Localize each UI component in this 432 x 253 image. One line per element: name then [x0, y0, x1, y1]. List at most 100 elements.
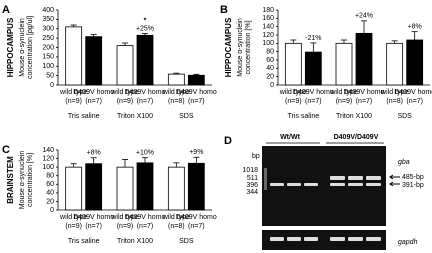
bar	[335, 42, 353, 86]
n-label: (n=8)	[168, 98, 185, 105]
y-axis-label: concentration [%]	[245, 20, 252, 74]
y-tick-label: 80	[46, 173, 54, 180]
n-label: (n=8)	[386, 98, 403, 105]
group-label: Tris saline	[68, 113, 100, 120]
change-label: +25%	[136, 25, 154, 32]
bar-label: D409V homo	[344, 89, 385, 96]
n-label: (n=9)	[117, 98, 134, 105]
bar	[167, 166, 185, 211]
bar	[136, 162, 154, 211]
y-tick-label: 150	[42, 54, 54, 61]
bar	[386, 42, 404, 86]
panel-label: A	[2, 4, 10, 16]
n-label: (n=8)	[168, 223, 185, 230]
group-label: D409V/D409V	[334, 134, 379, 141]
y-tick-label: 0	[50, 82, 54, 89]
y-tick-label: 400	[42, 7, 54, 14]
band	[348, 237, 363, 241]
band-label: 391-bp	[402, 182, 424, 189]
band	[330, 176, 345, 180]
n-label: (n=9)	[285, 98, 302, 105]
region-label: HIPPOCAMPUS	[6, 17, 15, 77]
bar-label: wild type	[110, 214, 138, 221]
n-label: (n=7)	[305, 98, 322, 105]
region-label: HIPPOCAMPUS	[224, 17, 233, 77]
y-axis-label: Mouse α-synuclein	[19, 18, 26, 77]
y-tick-label: 20	[46, 198, 54, 205]
band	[330, 183, 345, 186]
y-tick-label: 120	[42, 155, 54, 162]
ladder-label: 344	[246, 189, 258, 196]
y-tick-label: 40	[46, 190, 54, 197]
change-label: +8%	[87, 150, 101, 157]
y-axis-label: Mouse α-synuclein	[19, 151, 26, 210]
group-label: SDS	[179, 238, 194, 245]
bar-label: wild type	[59, 214, 87, 221]
group-label: Wt/Wt	[280, 134, 300, 141]
group-label: Triton X100	[336, 113, 372, 120]
bar-label: wild type	[380, 89, 408, 96]
control-label: gapdh	[398, 239, 418, 246]
bar	[85, 163, 103, 211]
y-tick-label: 40	[266, 65, 274, 72]
bar-label: wild type	[162, 89, 190, 96]
bar	[116, 45, 134, 86]
group-label: Tris saline	[68, 238, 100, 245]
n-label: (n=7)	[137, 98, 154, 105]
group-label: Tris saline	[288, 113, 320, 120]
gel-control-image	[262, 230, 386, 250]
change-label: -21%	[305, 35, 321, 42]
ladder-label: 1018	[242, 167, 258, 174]
band	[348, 183, 363, 186]
bar	[116, 166, 134, 211]
band	[366, 176, 381, 180]
change-label: +10%	[136, 150, 154, 157]
y-tick-label: 250	[42, 35, 54, 42]
y-axis-label: concentration [pg/ul]	[27, 16, 34, 79]
bar-label: wild type	[329, 89, 357, 96]
band	[270, 237, 284, 241]
y-tick-label: 0	[50, 207, 54, 214]
bar	[187, 74, 205, 86]
significance: *	[144, 17, 147, 24]
bar-label: wild type	[59, 89, 87, 96]
y-tick-label: 50	[46, 72, 54, 79]
n-label: (n=7)	[188, 223, 205, 230]
panel-label: B	[220, 4, 228, 16]
ladder-label: 396	[246, 182, 258, 189]
y-tick-label: 180	[262, 7, 274, 14]
gene-label: gba	[398, 159, 410, 166]
bar-label: wild type	[110, 89, 138, 96]
band	[304, 183, 318, 186]
y-tick-label: 20	[266, 74, 274, 81]
bar	[355, 32, 373, 86]
bar-label: D409V homo	[125, 214, 166, 221]
bar	[136, 34, 154, 86]
group-label: Triton X100	[117, 238, 153, 245]
n-label: (n=7)	[188, 98, 205, 105]
gel-panel: D Wt/Wt D409V/D409V bp 1018 511 396	[224, 134, 424, 250]
y-tick-label: 60	[266, 57, 274, 64]
bar	[187, 162, 205, 211]
bar-label: D409V homo	[73, 214, 114, 221]
y-tick-label: 100	[42, 164, 54, 171]
n-label: (n=7)	[356, 98, 373, 105]
change-label: +9%	[189, 149, 203, 156]
bar-label: D409V homo	[73, 89, 114, 96]
n-label: (n=9)	[65, 223, 82, 230]
bar	[65, 26, 83, 86]
y-tick-label: 140	[262, 24, 274, 31]
band-label: 485-bp	[402, 174, 424, 181]
y-tick-label: 160	[262, 15, 274, 22]
y-tick-label: 140	[42, 147, 54, 154]
n-label: (n=9)	[65, 98, 82, 105]
bar-label: D409V homo	[176, 214, 217, 221]
bar	[85, 36, 103, 86]
band	[270, 183, 284, 186]
bar	[284, 42, 302, 86]
n-label: (n=7)	[85, 223, 102, 230]
y-tick-label: 100	[262, 40, 274, 47]
ladder-label: 511	[247, 175, 258, 182]
band	[348, 176, 363, 180]
y-axis-label: Mouse α-synuclein	[237, 18, 244, 77]
